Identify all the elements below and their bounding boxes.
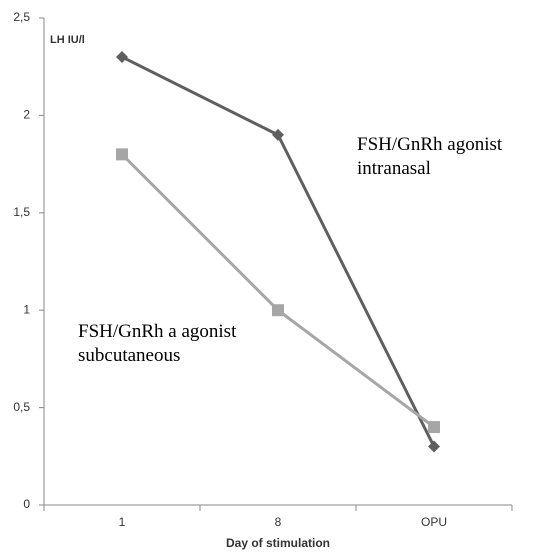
x-tick-label: 8 bbox=[275, 515, 282, 529]
y-tick-label: 2,5 bbox=[13, 10, 30, 24]
y-axis-title: LH IU/l bbox=[50, 34, 85, 46]
y-tick-label: 1 bbox=[23, 302, 30, 316]
marker bbox=[272, 304, 284, 317]
x-tick-label: 1 bbox=[119, 515, 126, 529]
series-line bbox=[121, 55, 436, 448]
marker bbox=[116, 50, 128, 63]
series-label: FSH/GnRh a agonist subcutaneous bbox=[78, 321, 237, 366]
x-tick-label: OPU bbox=[421, 515, 447, 529]
x-axis-title: Day of stimulation bbox=[226, 536, 330, 550]
y-tick-label: 2 bbox=[23, 108, 30, 122]
marker bbox=[116, 148, 128, 161]
y-tick-label: 0,5 bbox=[13, 400, 30, 414]
y-tick-label: 1,5 bbox=[13, 205, 30, 219]
marker bbox=[428, 440, 440, 453]
series-line bbox=[120, 153, 435, 429]
marker bbox=[428, 421, 440, 434]
marker bbox=[272, 128, 284, 141]
series-label: FSH/GnRh agonist intranasal bbox=[357, 134, 503, 179]
y-tick-label: 0 bbox=[23, 497, 30, 511]
